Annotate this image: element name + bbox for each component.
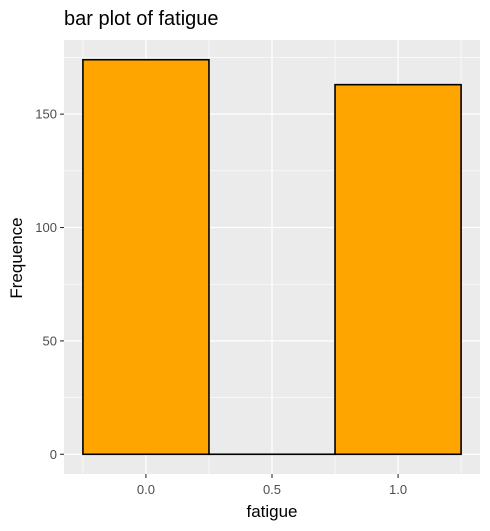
y-tick-label: 0 (50, 447, 57, 462)
x-tick-label: 0.5 (263, 482, 281, 497)
x-axis: 0.0 0.5 1.0 (137, 474, 407, 497)
bars (82, 58, 462, 456)
chart-title: bar plot of fatigue (64, 8, 219, 30)
x-tick-label: 1.0 (389, 482, 407, 497)
y-tick-label: 50 (43, 333, 57, 348)
y-axis-title: Frequence (7, 217, 26, 298)
x-tick-label: 0.0 (137, 482, 155, 497)
y-tick-label: 150 (35, 107, 57, 122)
bar-2 (334, 83, 462, 456)
y-tick-label: 100 (35, 220, 57, 235)
bar-0 (82, 58, 210, 456)
y-axis: 0 50 100 150 (35, 107, 64, 462)
x-axis-title: fatigue (246, 502, 297, 521)
